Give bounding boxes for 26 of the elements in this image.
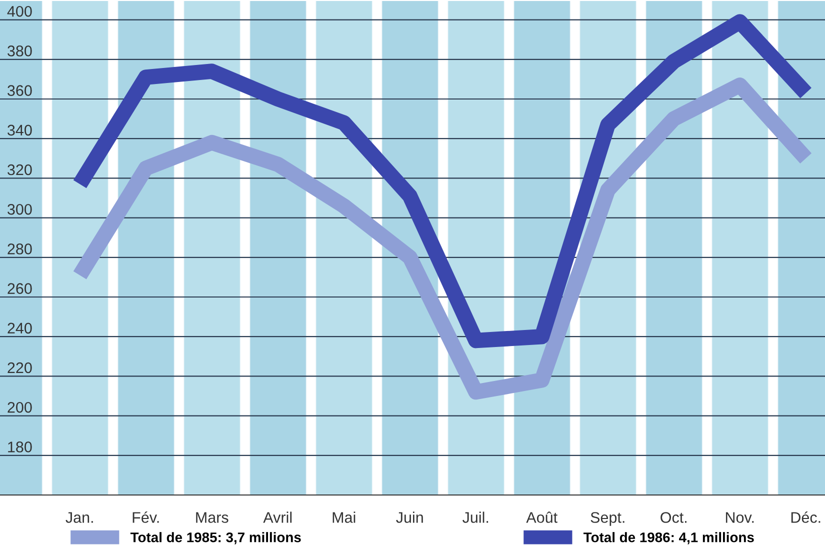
x-tick-label: Nov. [726,512,754,523]
x-tick-label: Oct. [660,512,686,523]
x-tick-label: Fév. [132,511,159,523]
y-tick-label: 340 [8,124,32,136]
x-tick-label: Juil. [462,512,488,523]
x-tick-label: Jan. [66,512,93,523]
legend-label: Total de 1985: 3,7 millions [130,532,301,544]
x-tick-label: Sept. [590,512,624,526]
y-tick-label: 360 [8,85,32,96]
y-tick-label: 320 [8,164,32,176]
y-tick-label: 200 [8,402,32,413]
x-tick-label: Août [526,512,558,523]
x-tick-label: Juin [396,512,423,523]
y-tick-label: 240 [8,322,32,334]
x-tick-label: Mars [196,512,228,523]
y-tick-label: 400 [7,6,32,17]
x-tick-label: Mai [332,512,356,523]
y-tick-label: 260 [8,283,32,294]
y-tick-label: 300 [8,204,32,215]
x-tick-label: Avril [263,512,292,523]
legend-label: Total de 1986: 4,1 millions [583,532,754,544]
y-tick-label: 180 [8,442,32,452]
y-tick-label: 380 [8,46,32,56]
y-tick-label: 280 [8,244,32,254]
y-tick-label: 220 [8,362,32,374]
x-tick-label: Déc. [791,511,820,523]
